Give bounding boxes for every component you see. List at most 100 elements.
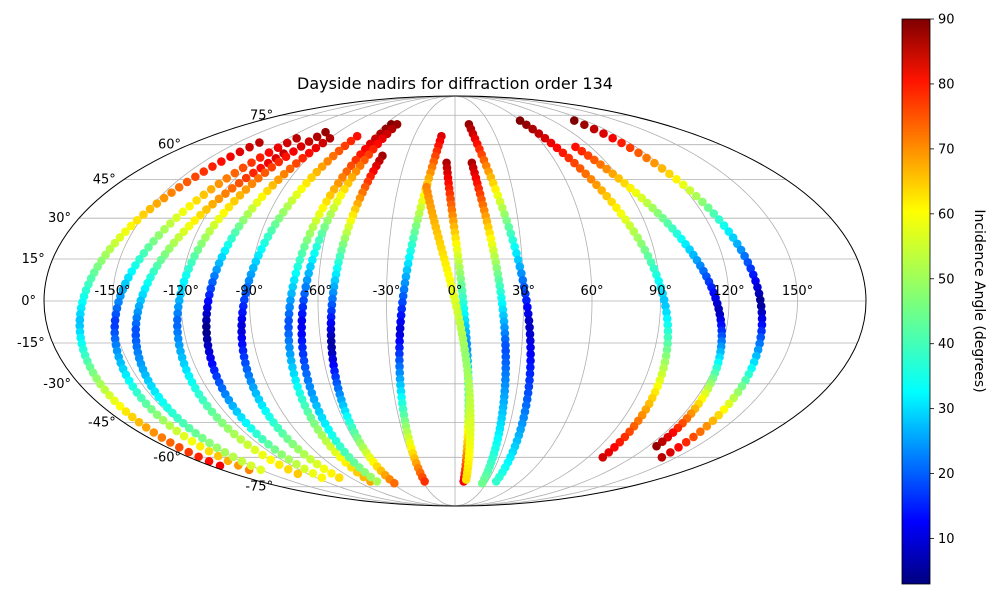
data-points bbox=[75, 116, 767, 488]
data-point bbox=[194, 452, 203, 462]
data-point bbox=[291, 159, 301, 168]
data-point bbox=[227, 183, 237, 193]
data-point bbox=[139, 248, 149, 258]
data-point bbox=[220, 448, 230, 457]
data-point bbox=[523, 302, 532, 312]
data-point bbox=[267, 162, 277, 172]
data-point bbox=[502, 216, 511, 225]
data-point bbox=[209, 220, 219, 230]
data-point bbox=[679, 180, 688, 190]
data-point bbox=[285, 343, 294, 352]
data-point bbox=[329, 151, 338, 161]
data-point bbox=[685, 186, 695, 195]
data-point bbox=[214, 214, 224, 224]
data-point bbox=[571, 142, 580, 152]
data-point bbox=[625, 221, 635, 230]
data-point bbox=[204, 446, 214, 456]
data-point bbox=[110, 238, 120, 248]
data-point bbox=[405, 253, 414, 262]
data-point bbox=[260, 168, 270, 178]
data-point bbox=[212, 413, 222, 422]
data-point bbox=[149, 236, 158, 246]
data-point bbox=[237, 321, 246, 330]
data-point bbox=[702, 421, 712, 431]
data-point bbox=[184, 423, 194, 433]
data-point bbox=[724, 227, 734, 236]
data-point bbox=[326, 318, 336, 328]
data-point bbox=[580, 120, 589, 130]
data-point bbox=[158, 415, 168, 425]
data-point bbox=[312, 459, 322, 469]
data-point bbox=[692, 191, 701, 201]
data-point bbox=[689, 432, 698, 442]
data-point bbox=[317, 229, 327, 238]
data-point bbox=[674, 443, 683, 452]
data-point bbox=[708, 416, 718, 426]
data-point bbox=[274, 175, 283, 185]
data-point bbox=[236, 435, 246, 444]
latitude-tick-label: 0° bbox=[21, 294, 36, 309]
data-point bbox=[284, 336, 294, 346]
data-point bbox=[298, 153, 307, 163]
data-point bbox=[663, 320, 673, 330]
data-point bbox=[402, 265, 412, 275]
data-point bbox=[491, 477, 501, 486]
data-point bbox=[283, 465, 293, 474]
data-point bbox=[637, 193, 647, 203]
data-point bbox=[299, 356, 309, 366]
data-point bbox=[255, 138, 264, 147]
data-point bbox=[525, 323, 534, 332]
data-point bbox=[285, 164, 295, 174]
data-point bbox=[166, 219, 175, 228]
data-point bbox=[237, 327, 246, 337]
data-point bbox=[136, 393, 146, 403]
data-point bbox=[312, 242, 322, 252]
data-point bbox=[149, 428, 159, 437]
data-point bbox=[329, 203, 339, 213]
colorbar-tick-label: 80 bbox=[938, 77, 955, 92]
data-point bbox=[756, 301, 766, 311]
data-point bbox=[757, 308, 767, 317]
data-point bbox=[728, 233, 738, 242]
data-point bbox=[132, 215, 142, 225]
data-point bbox=[395, 343, 404, 352]
data-point bbox=[173, 334, 183, 344]
data-point bbox=[327, 300, 337, 310]
colorbar-tick-label: 70 bbox=[938, 142, 955, 157]
data-point bbox=[288, 363, 297, 372]
data-point bbox=[297, 316, 307, 326]
data-point bbox=[285, 349, 295, 359]
data-point bbox=[602, 191, 612, 201]
data-point bbox=[284, 329, 293, 339]
data-point bbox=[222, 174, 232, 183]
data-point bbox=[396, 311, 406, 320]
data-point bbox=[202, 316, 211, 325]
data-point bbox=[247, 158, 256, 167]
data-point bbox=[617, 138, 626, 148]
data-point bbox=[608, 169, 618, 179]
data-point bbox=[237, 314, 247, 324]
data-point bbox=[526, 356, 535, 366]
data-point bbox=[294, 444, 303, 454]
data-point bbox=[570, 158, 579, 168]
data-point bbox=[202, 334, 212, 344]
data-point bbox=[237, 412, 246, 422]
data-point bbox=[395, 355, 404, 365]
longitude-tick-label: 90° bbox=[649, 284, 672, 299]
data-point bbox=[174, 232, 184, 242]
data-point bbox=[564, 153, 574, 163]
data-point bbox=[306, 262, 315, 272]
data-point bbox=[534, 129, 544, 138]
data-point bbox=[366, 472, 375, 482]
data-point bbox=[714, 215, 724, 224]
data-point bbox=[665, 169, 674, 179]
longitude-tick-label: -90° bbox=[236, 284, 264, 299]
data-point bbox=[224, 202, 234, 212]
data-point bbox=[525, 329, 535, 339]
data-point bbox=[757, 326, 766, 336]
data-point bbox=[174, 302, 183, 312]
data-point bbox=[703, 203, 713, 213]
data-point bbox=[602, 164, 611, 174]
colorbar-tick-label: 90 bbox=[938, 13, 955, 28]
data-point bbox=[174, 296, 184, 305]
